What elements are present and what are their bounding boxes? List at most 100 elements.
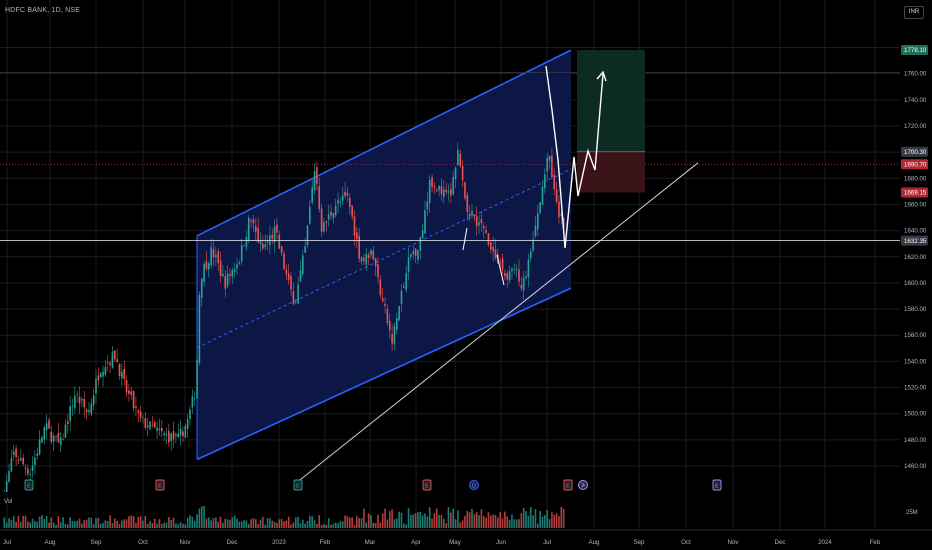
volume-bar bbox=[419, 511, 422, 528]
volume-bar bbox=[405, 524, 407, 528]
candle-body bbox=[473, 214, 476, 217]
volume-bar bbox=[247, 523, 250, 528]
candle-body bbox=[243, 245, 245, 247]
earnings-event-glyph: E bbox=[158, 483, 162, 489]
volume-bar bbox=[553, 514, 556, 528]
volume-bar bbox=[236, 518, 238, 528]
x-tick-label: Dec bbox=[226, 539, 237, 546]
candle-body bbox=[471, 210, 473, 216]
candle-body bbox=[128, 390, 130, 394]
price-axis[interactable]: 1460.00 1480.00 1500.00 1520.00 1540.00 1560.… bbox=[901, 45, 928, 471]
x-tick-label: 2024 bbox=[818, 539, 832, 546]
candle-body bbox=[31, 465, 34, 471]
candle-body bbox=[222, 273, 224, 277]
candle-body bbox=[219, 260, 222, 277]
candle-body bbox=[438, 185, 440, 191]
volume-bar bbox=[403, 523, 405, 528]
earnings-event-glyph: E bbox=[566, 483, 570, 489]
volume-bar bbox=[398, 511, 400, 528]
candle-body bbox=[501, 258, 504, 270]
candle-body bbox=[168, 430, 170, 443]
candle-body bbox=[320, 208, 323, 232]
volume-bar bbox=[309, 515, 311, 528]
candle-body bbox=[403, 286, 405, 288]
volume-bar bbox=[170, 519, 172, 528]
volume-bar bbox=[473, 514, 476, 528]
candle-body bbox=[283, 253, 285, 270]
candle-body bbox=[351, 205, 353, 217]
candle-body bbox=[341, 195, 344, 201]
candle-body bbox=[396, 318, 398, 331]
volume-bar bbox=[38, 516, 41, 528]
candle-body bbox=[513, 269, 516, 270]
candle-body bbox=[367, 254, 370, 259]
volume-bar bbox=[142, 520, 144, 528]
volume-bar bbox=[320, 524, 323, 528]
volume-bar bbox=[391, 509, 393, 528]
y-tick-label: 1500.00 bbox=[904, 411, 927, 418]
volume-bar bbox=[445, 523, 447, 528]
candle-body bbox=[520, 284, 523, 289]
price-label: 1700.30 bbox=[904, 149, 927, 156]
candle-body bbox=[372, 250, 375, 260]
candle-body bbox=[114, 350, 116, 360]
candle-body bbox=[203, 263, 205, 282]
candle-body bbox=[391, 333, 393, 344]
candle-body bbox=[29, 474, 31, 475]
candle-body bbox=[139, 411, 142, 418]
currency-button[interactable]: INR bbox=[904, 6, 924, 19]
candle-body bbox=[137, 410, 140, 413]
volume-bar bbox=[17, 515, 20, 528]
candle-body bbox=[487, 233, 490, 245]
volume-bar bbox=[386, 519, 389, 528]
candle-body bbox=[208, 263, 210, 270]
candle-body bbox=[370, 250, 372, 255]
volume-bar bbox=[250, 519, 252, 528]
volume-bar bbox=[478, 514, 480, 528]
volume-bar bbox=[306, 520, 309, 528]
candle-body bbox=[231, 270, 234, 277]
candle-body bbox=[410, 254, 412, 257]
candle-body bbox=[45, 423, 48, 431]
horizontal-lines[interactable] bbox=[0, 72, 900, 242]
candle-body bbox=[34, 457, 36, 466]
drawings[interactable] bbox=[297, 49, 699, 482]
candle-body bbox=[480, 218, 483, 224]
candle-body bbox=[544, 174, 546, 189]
volume-bar bbox=[560, 506, 563, 528]
volume-bar bbox=[153, 518, 156, 528]
candle-body bbox=[431, 177, 433, 187]
candle-body bbox=[478, 222, 480, 226]
volume-bar bbox=[344, 515, 346, 528]
candle-body bbox=[384, 304, 386, 306]
volume-bar bbox=[151, 522, 154, 528]
candle-body bbox=[38, 439, 41, 455]
candle-body bbox=[337, 199, 339, 205]
volume-bar bbox=[271, 520, 274, 528]
volume-bar bbox=[431, 518, 433, 528]
candle-body bbox=[515, 269, 518, 270]
parallel-channel[interactable] bbox=[196, 49, 572, 461]
volume-bar bbox=[266, 518, 269, 528]
volume-bar bbox=[146, 523, 149, 528]
volume-bar bbox=[337, 523, 339, 528]
candle-body bbox=[419, 237, 422, 251]
volume-bar bbox=[466, 511, 469, 528]
volume-bar bbox=[208, 517, 210, 528]
candle-body bbox=[186, 419, 189, 429]
volume-bar bbox=[97, 517, 100, 528]
time-axis[interactable]: Jul Aug Sep Oct Nov Dec 2023 Feb Mar Apr May Jun Jul… bbox=[0, 529, 932, 546]
volume-bar bbox=[31, 518, 34, 528]
candle-body bbox=[151, 425, 154, 426]
volume-bar bbox=[539, 511, 541, 528]
volume-bar bbox=[367, 513, 370, 528]
earnings-event-glyph: E bbox=[425, 483, 429, 489]
candle-body bbox=[210, 247, 212, 266]
candle-body bbox=[407, 257, 410, 272]
candle-body bbox=[215, 255, 217, 258]
volume-bar bbox=[43, 519, 46, 528]
candle-body bbox=[386, 308, 389, 324]
y-tick-label: 1720.00 bbox=[904, 123, 927, 130]
